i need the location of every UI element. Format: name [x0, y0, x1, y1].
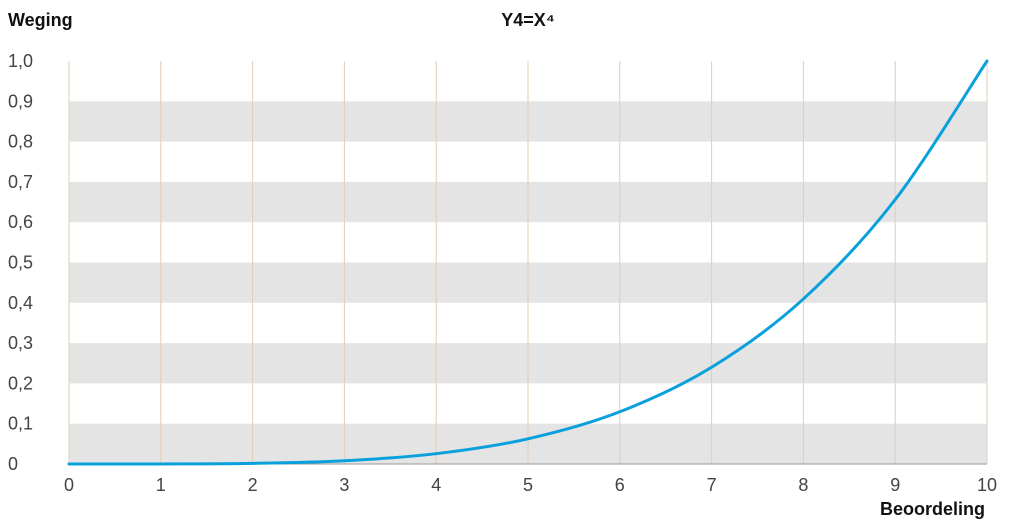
x-axis-label: Beoordeling: [880, 499, 985, 519]
y-tick-label: 0: [8, 454, 18, 474]
x-tick-label: 3: [339, 475, 349, 495]
y-tick-label: 0,2: [8, 373, 33, 393]
y-tick-label: 0,7: [8, 172, 33, 192]
x-tick-label: 10: [977, 475, 997, 495]
x-tick-label: 6: [615, 475, 625, 495]
x-tick-label: 4: [431, 475, 441, 495]
y-tick-labels: 0 0,1 0,2 0,3 0,4 0,5 0,6 0,7 0,8 0,9 1,0: [8, 51, 33, 474]
y-tick-label: 0,3: [8, 333, 33, 353]
y-tick-label: 0,6: [8, 212, 33, 232]
x-tick-label: 7: [707, 475, 717, 495]
x-tick-label: 5: [523, 475, 533, 495]
y-tick-label: 0,1: [8, 414, 33, 434]
y-axis-label: Weging: [8, 10, 73, 30]
chart-title: Y4=X⁴: [501, 10, 554, 30]
y-tick-label: 1,0: [8, 51, 33, 71]
y-tick-label: 0,9: [8, 91, 33, 111]
x-tick-label: 8: [798, 475, 808, 495]
x-tick-label: 0: [64, 475, 74, 495]
x-tick-label: 1: [156, 475, 166, 495]
x-tick-label: 2: [248, 475, 258, 495]
x-tick-labels: 0 1 2 3 4 5 6 7 8 9 10: [64, 475, 997, 495]
y-tick-label: 0,5: [8, 253, 33, 273]
y-tick-label: 0,4: [8, 293, 33, 313]
x-tick-label: 9: [890, 475, 900, 495]
y-tick-label: 0,8: [8, 132, 33, 152]
